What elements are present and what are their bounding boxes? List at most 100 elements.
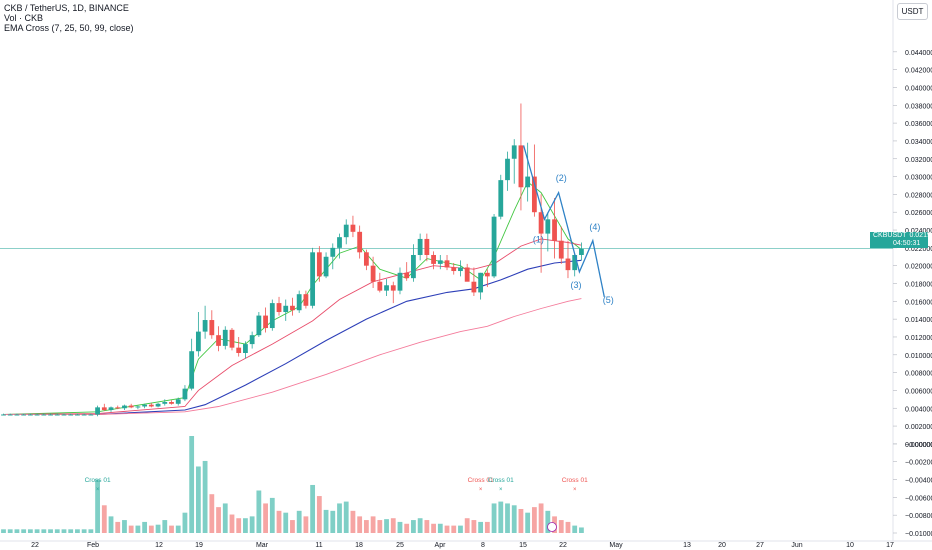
volume-bar [545, 510, 551, 533]
candle-body [1, 414, 6, 416]
candle-body [330, 247, 336, 257]
candle-body [175, 399, 181, 404]
volume-bar [558, 520, 564, 533]
volume-bar [7, 529, 13, 533]
candle-body [431, 254, 436, 264]
volume-bar [538, 503, 544, 533]
volume-bar [303, 516, 309, 533]
volume-bar [209, 494, 215, 533]
candle-body [343, 224, 349, 238]
volume-bar [411, 520, 416, 533]
candle-body [142, 404, 148, 407]
candle-body [511, 145, 517, 159]
volume-bar [458, 525, 463, 533]
volume-bar [283, 512, 289, 533]
volume-bar [243, 518, 248, 533]
candle-body [377, 281, 383, 291]
wave-label: (2) [556, 173, 567, 183]
x-tick-label: 25 [396, 542, 404, 549]
candle-body [169, 402, 174, 404]
volume-bar [68, 529, 74, 533]
candle-body [505, 158, 510, 181]
volume-bar [222, 503, 228, 533]
price-badge-countdown: 04:50:31 [893, 240, 921, 247]
volume-bar [397, 521, 403, 533]
candle-body [296, 294, 302, 311]
volume-bar [169, 525, 174, 533]
volume-bar [27, 529, 33, 533]
volume-bar [296, 510, 302, 533]
volume-legend[interactable]: Vol · CKB [4, 13, 44, 23]
wave-label: (1) [533, 235, 544, 245]
candle-body [81, 414, 87, 416]
candle-body [54, 414, 60, 416]
candle-body [34, 414, 40, 416]
x-tick-label: 12 [155, 542, 163, 549]
volume-bar [579, 527, 584, 533]
volume-bar [404, 523, 410, 533]
x-tick-label: 8 [481, 542, 485, 549]
candle-body [350, 224, 356, 232]
candle-body [101, 407, 107, 411]
ema-legend[interactable]: EMA Cross (7, 25, 50, 99, close) [4, 23, 134, 33]
candle-body [478, 272, 484, 293]
elliott-wave-path [522, 145, 605, 298]
wave-label: (3) [571, 280, 582, 290]
volume-bar [202, 460, 208, 533]
volume-bar [357, 516, 363, 533]
volume-bar [249, 516, 255, 533]
volume-bar [189, 436, 195, 533]
event-marker-icon [547, 522, 557, 532]
candle-body [357, 231, 363, 253]
currency-button[interactable]: USDT [897, 3, 928, 20]
candle-body [68, 414, 74, 416]
x-tick-label: 10 [846, 542, 854, 549]
x-tick-label: Jun [791, 542, 802, 549]
x-tick-label: 27 [756, 542, 764, 549]
x-tick-label: Apr [435, 542, 447, 549]
candle-body [531, 176, 537, 213]
y-tick-label: −0.002000 [905, 460, 932, 467]
volume-bar [14, 529, 20, 533]
volume-bar [498, 501, 504, 533]
candle-body [545, 219, 551, 234]
volume-bar [182, 512, 188, 533]
volume-bar [518, 508, 524, 533]
y-tick-label: 0.036000 [905, 121, 932, 128]
volume-bar [316, 496, 322, 533]
candle-body [7, 414, 13, 416]
y-tick-label: 0.016000 [905, 299, 932, 306]
y-tick-label: 0.018000 [905, 282, 932, 289]
candle-body [48, 414, 53, 416]
y-tick-label: 0.040000 [905, 85, 932, 92]
y-tick-label: 0.024000 [905, 228, 932, 235]
candle-body [75, 414, 80, 416]
candle-body [269, 303, 275, 329]
cross-marker-label: Cross 01 [562, 477, 588, 484]
candle-body [565, 258, 571, 271]
volume-bar [370, 516, 376, 533]
volume-bar [128, 525, 134, 533]
volume-bar [256, 490, 262, 533]
candle-body [411, 254, 416, 279]
candle-body [471, 281, 477, 293]
y-tick-label: 0.002000 [905, 424, 932, 431]
volume-bar [337, 503, 342, 533]
symbol-legend[interactable]: CKB / TetherUS, 1D, BINANCE [4, 3, 129, 13]
candle-body [552, 219, 557, 241]
candle-body [122, 405, 127, 409]
y-tick-label: −0.000000 [905, 442, 932, 449]
volume-bar [484, 521, 490, 533]
volume-bar [95, 479, 100, 533]
volume-bar [175, 525, 181, 533]
volume-bar [290, 520, 295, 533]
candle-body [323, 256, 329, 277]
candle-body [216, 335, 221, 346]
volume-bar [511, 505, 517, 533]
x-tick-label: 13 [683, 542, 691, 549]
candle-body [128, 405, 134, 408]
volume-bar [431, 523, 436, 533]
candle-body [424, 238, 430, 255]
